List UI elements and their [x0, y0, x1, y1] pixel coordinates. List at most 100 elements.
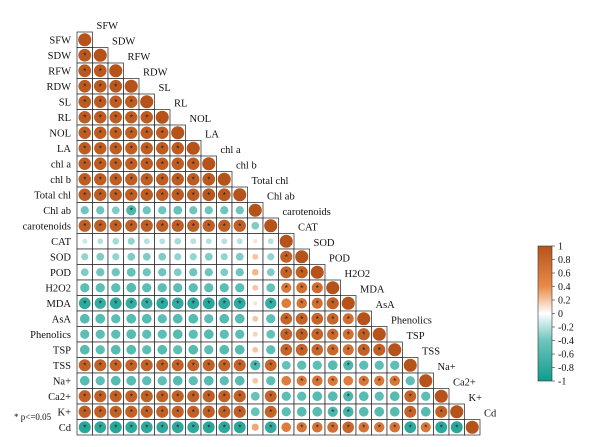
significance-mark: * [83, 160, 86, 169]
significance-mark: * [161, 144, 164, 153]
significance-mark: * [161, 423, 164, 432]
row-label: POD [50, 268, 71, 279]
correlation-circle [109, 173, 122, 186]
correlation-circle [204, 252, 213, 261]
correlation-circle [156, 359, 169, 372]
heatmap-cell [185, 264, 202, 281]
significance-mark: * [83, 67, 86, 76]
correlation-circle [78, 421, 91, 434]
heatmap-cell [262, 217, 279, 234]
significance-mark: * [130, 129, 133, 138]
significance-mark: * [347, 361, 350, 370]
heatmap-cell [169, 279, 186, 296]
column-label: TSS [422, 347, 440, 358]
significance-mark: * [378, 423, 381, 432]
correlation-circle [80, 329, 90, 339]
correlation-circle [265, 297, 277, 309]
correlation-circle [312, 406, 323, 417]
row-label: TSP [53, 345, 71, 356]
significance-mark: * [409, 408, 412, 417]
heatmap-cell: * [92, 186, 109, 203]
heatmap-cell: * [123, 186, 140, 203]
correlation-circle [389, 406, 400, 417]
correlation-circle [296, 282, 308, 294]
correlation-circle [171, 359, 184, 372]
heatmap-cell: * [278, 310, 295, 327]
correlation-circle [219, 376, 229, 386]
heatmap-cell [92, 372, 109, 389]
heatmap-cell: * [123, 140, 140, 157]
heatmap-cell [123, 279, 140, 296]
heatmap-cell [169, 326, 186, 343]
heatmap-cell [231, 202, 248, 219]
correlation-circle [233, 219, 246, 232]
correlation-circle [295, 343, 308, 356]
significance-mark: * [316, 330, 319, 339]
heatmap-cell: * [185, 357, 202, 374]
correlation-circle [125, 359, 138, 372]
row-label: carotenoids [23, 221, 71, 232]
heatmap-cell [123, 310, 140, 327]
heatmap-cell: * [138, 155, 155, 172]
correlation-circle [126, 329, 137, 340]
heatmap-cell: * [123, 357, 140, 374]
correlation-circle [267, 238, 274, 245]
correlation-circle [186, 141, 200, 155]
correlation-circle [280, 343, 293, 356]
correlation-circle [202, 405, 215, 418]
column-label: NOL [190, 114, 212, 125]
heatmap-cell [92, 326, 109, 343]
heatmap-cell [231, 279, 248, 296]
significance-mark: * [362, 330, 365, 339]
significance-mark: * [238, 361, 241, 370]
heatmap-cell: * [309, 295, 326, 312]
correlation-circle [158, 268, 167, 277]
heatmap-cell [123, 78, 140, 95]
heatmap-cell: * [309, 310, 326, 327]
correlation-circle [326, 312, 339, 325]
significance-mark: * [192, 299, 195, 308]
legend-tick-label: 0.8 [558, 255, 571, 266]
correlation-circle [173, 205, 183, 215]
correlation-circle [94, 126, 107, 139]
correlation-circle [204, 268, 213, 277]
heatmap-cell [386, 357, 403, 374]
row-label: NOL [49, 128, 71, 139]
heatmap-cell: * [169, 186, 186, 203]
correlation-circle [125, 157, 138, 170]
correlation-circle [171, 421, 184, 434]
row-label: SOD [50, 252, 71, 263]
correlation-circle [252, 284, 259, 291]
heatmap-cell: * [262, 419, 279, 436]
correlation-circle [358, 375, 369, 386]
significance-mark: * [145, 392, 148, 401]
heatmap-cell: * [123, 388, 140, 405]
heatmap-cell [92, 47, 109, 64]
significance-mark: * [440, 408, 443, 417]
correlation-circle [281, 282, 292, 293]
correlation-circle [390, 360, 400, 370]
significance-mark: * [161, 361, 164, 370]
heatmap-cell [200, 326, 217, 343]
correlation-circle [78, 95, 92, 109]
correlation-circle [125, 95, 138, 108]
correlation-circle [203, 329, 214, 340]
heatmap-cell: * [123, 217, 140, 234]
significance-mark: * [83, 51, 86, 60]
correlation-circle [78, 219, 91, 232]
correlation-circle [97, 238, 104, 245]
significance-mark: * [161, 392, 164, 401]
significance-mark: * [207, 392, 210, 401]
significance-mark: * [176, 160, 179, 169]
heatmap-cell: * [340, 388, 357, 405]
correlation-circle [142, 283, 152, 293]
correlation-circle [109, 157, 122, 170]
significance-mark: * [192, 175, 195, 184]
heatmap-cell [123, 233, 140, 250]
correlation-circle [171, 219, 184, 232]
heatmap-cell [92, 202, 109, 219]
heatmap-cell [247, 341, 264, 358]
significance-footnote: * p<=0.05 [14, 412, 52, 422]
correlation-circle [127, 252, 136, 261]
heatmap-cell: * [138, 124, 155, 141]
